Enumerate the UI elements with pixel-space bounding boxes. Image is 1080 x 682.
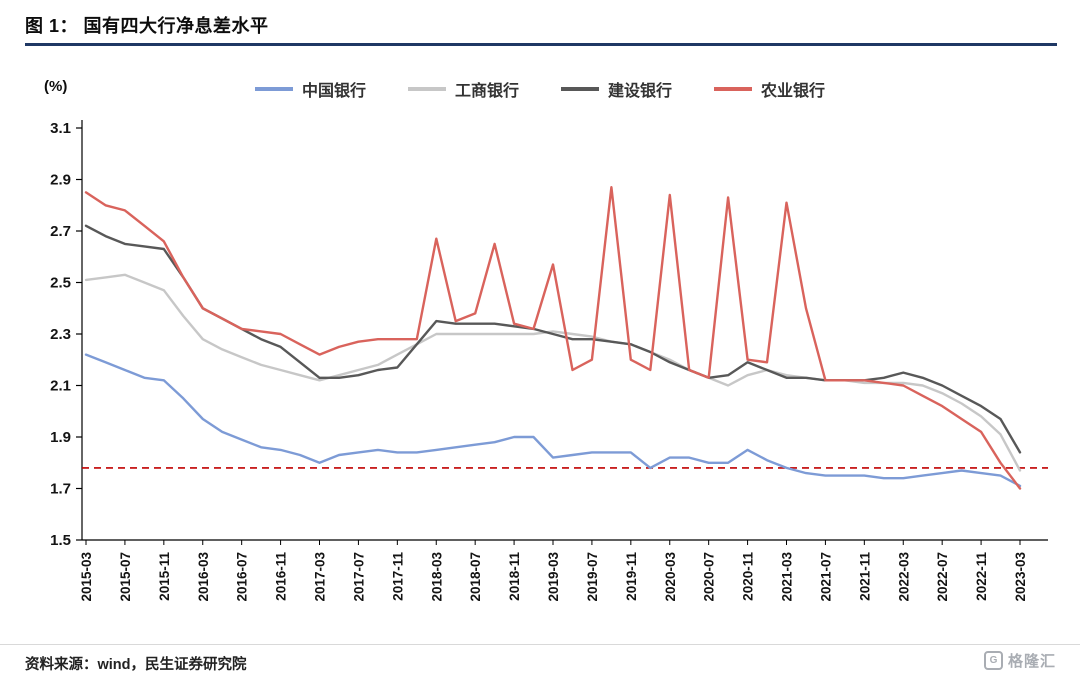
y-axis-unit-label: (%) (44, 78, 68, 95)
x-tick-label: 2020-03 (663, 552, 678, 602)
legend-swatch-bank-of-china (254, 87, 293, 91)
series-line-ccb (84, 224, 1022, 454)
y-tick-label: 2.1 (50, 378, 71, 395)
gelonghui-logo-icon: G (983, 651, 1003, 670)
y-tick-label: 1.5 (50, 532, 71, 549)
y-tick-label: 3.1 (50, 120, 71, 137)
legend-swatch-icbc (407, 87, 446, 91)
legend-label-ccb: 建设银行 (608, 83, 673, 100)
series-line-bank-of-china (84, 353, 1022, 488)
legend-item-bank-of-china: 中国银行 (254, 77, 366, 101)
y-tick-label: 2.9 (50, 172, 71, 189)
figure-title: 图 1： 国有四大行净息差水平 (25, 16, 269, 36)
x-tick-label: 2023-03 (1013, 552, 1028, 602)
gelonghui-logo-text: 格隆汇 (1007, 653, 1056, 670)
x-tick-label: 2020-07 (702, 552, 717, 602)
x-tick-label: 2017-11 (390, 552, 405, 601)
x-tick-label: 2020-11 (741, 552, 756, 601)
legend-label-bank-of-china: 中国银行 (301, 83, 366, 100)
chart-legend: 中国银行 工商银行 建设银行 农业银行 (0, 77, 1080, 101)
x-tick-label: 2019-07 (585, 552, 600, 602)
x-tick-label: 2015-03 (79, 552, 94, 602)
y-tick-label: 2.5 (50, 275, 71, 292)
x-tick-label: 2018-07 (468, 552, 483, 602)
legend-swatch-abc (714, 87, 753, 91)
x-tick-label: 2021-03 (780, 552, 795, 602)
x-tick-label: 2018-11 (507, 552, 522, 601)
series-line-icbc (84, 273, 1022, 472)
x-tick-label: 2017-03 (313, 552, 328, 602)
x-tick-label: 2022-03 (896, 552, 911, 602)
x-tick-label: 2019-03 (546, 552, 561, 602)
nim-line-chart: 1.5 1.7 1.9 2.1 2.3 2.5 2.7 2.9 3.1 2015-03 2015-0… (50, 120, 1048, 602)
x-tick-label: 2021-07 (818, 552, 833, 602)
footer-divider (0, 644, 1080, 645)
title-divider (25, 43, 1057, 46)
legend-item-icbc: 工商银行 (407, 77, 519, 101)
x-tick-label: 2022-11 (974, 552, 989, 601)
x-tick-label: 2022-07 (935, 552, 950, 602)
legend-item-ccb: 建设银行 (561, 77, 672, 101)
x-tick-label: 2021-11 (857, 552, 872, 601)
y-tick-label: 1.7 (50, 481, 71, 498)
x-tick-label: 2016-11 (274, 552, 289, 601)
y-tick-label: 2.3 (50, 326, 71, 343)
gelonghui-logo: G 格隆汇 (983, 650, 1056, 671)
y-tick-label: 2.7 (50, 223, 71, 240)
x-tick-label: 2015-11 (157, 552, 172, 601)
x-tick-label: 2016-03 (196, 552, 211, 602)
x-tick-label: 2016-07 (235, 552, 250, 602)
series-line-abc (84, 185, 1022, 490)
data-source-note: 资料来源：wind，民生证券研究院 (25, 657, 247, 673)
x-tick-label: 2015-07 (118, 552, 133, 602)
legend-item-abc: 农业银行 (714, 77, 825, 101)
legend-label-icbc: 工商银行 (454, 83, 519, 100)
legend-swatch-ccb (561, 87, 599, 91)
y-tick-label: 1.9 (50, 429, 71, 446)
x-tick-label: 2019-11 (624, 552, 639, 601)
legend-label-abc: 农业银行 (761, 83, 826, 100)
x-tick-label: 2018-03 (429, 552, 444, 602)
x-tick-label: 2017-07 (351, 552, 366, 602)
